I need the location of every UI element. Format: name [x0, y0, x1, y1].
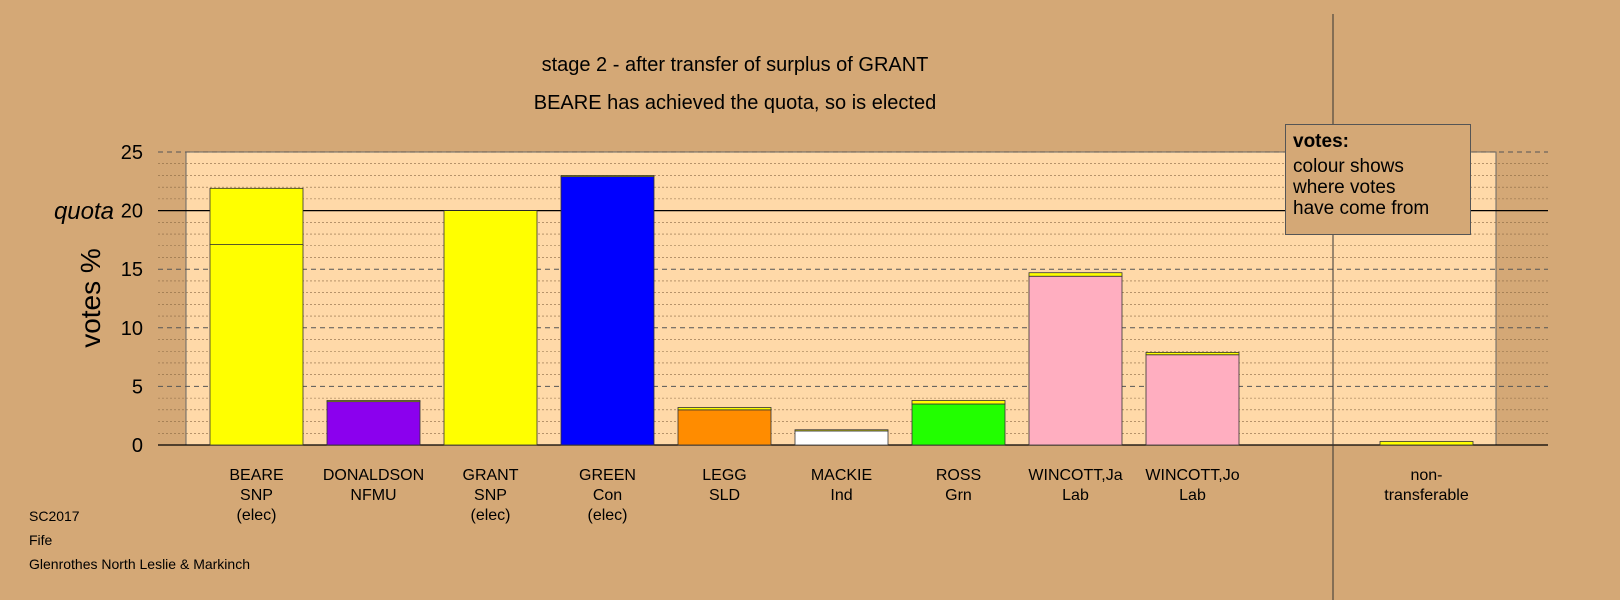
bar-segment — [560, 175, 655, 178]
bar-segment — [911, 403, 1006, 446]
bar-segment — [209, 187, 304, 245]
bar-segment — [1145, 352, 1240, 356]
chart-title: stage 2 - after transfer of surplus of G… — [542, 54, 929, 76]
legend-box: votes: colour shows where votes have com… — [1285, 124, 1471, 235]
bar-segment — [1028, 272, 1123, 277]
bar-segment — [1379, 441, 1474, 446]
x-tick-label: (elec) — [236, 507, 276, 524]
x-tick-label: SLD — [709, 487, 740, 504]
x-tick-label: LEGG — [702, 467, 746, 484]
legend-title: votes: — [1293, 131, 1349, 152]
x-tick-label: transferable — [1384, 487, 1469, 504]
y-tick-label: 20 — [121, 201, 143, 223]
chart-subtitle: BEARE has achieved the quota, so is elec… — [534, 92, 936, 114]
ward-name: Glenrothes North Leslie & Markinch — [29, 556, 250, 572]
x-tick-label: NFMU — [350, 487, 396, 504]
x-tick-label: DONALDSON — [323, 467, 424, 484]
bar-segment — [560, 176, 655, 446]
plot-area — [185, 151, 1497, 446]
x-tick-label: Lab — [1179, 487, 1206, 504]
y-ticks: 0 5 10 15 20 25 — [121, 142, 143, 457]
y-tick-label: 5 — [132, 376, 143, 398]
legend-line: where votes — [1293, 177, 1396, 198]
x-tick-label: BEARE — [229, 467, 283, 484]
x-tick-label: GREEN — [579, 467, 636, 484]
x-tick-label: GRANT — [463, 467, 519, 484]
bar-segment — [1145, 354, 1240, 446]
x-tick-label: WINCOTT,Jo — [1145, 467, 1239, 484]
x-tick-label: Ind — [830, 487, 852, 504]
bar-segment — [677, 409, 772, 446]
council-name: Fife — [29, 532, 53, 548]
x-labels: BEARE SNP (elec) DONALDSON NFMU GRANT SNP (elec… — [229, 467, 1468, 524]
x-tick-label: ROSS — [936, 467, 981, 484]
quota-label: quota — [54, 198, 114, 225]
x-tick-label: Lab — [1062, 487, 1089, 504]
x-tick-label: (elec) — [470, 507, 510, 524]
x-tick-label: (elec) — [587, 507, 627, 524]
y-tick-label: 10 — [121, 318, 143, 340]
bar-segment — [677, 407, 772, 411]
bar-segment — [1028, 275, 1123, 446]
x-tick-label: non- — [1410, 467, 1442, 484]
bar-segment — [443, 210, 538, 446]
x-tick-label: SNP — [240, 487, 273, 504]
x-tick-label: SNP — [474, 487, 507, 504]
bar-segment — [794, 429, 889, 432]
y-tick-label: 15 — [121, 259, 143, 281]
y-tick-label: 25 — [121, 142, 143, 164]
x-tick-label: MACKIE — [811, 467, 872, 484]
y-tick-label: 0 — [132, 435, 143, 457]
y-axis-label: votes % — [75, 248, 106, 348]
x-tick-label: Con — [593, 487, 622, 504]
bar-segment — [911, 400, 1006, 405]
bar-segment — [209, 244, 304, 446]
bar-segment — [794, 430, 889, 446]
bar-segment — [326, 401, 421, 446]
election-info: SC2017 Fife Glenrothes North Leslie & Ma… — [29, 504, 250, 576]
bars-group — [209, 175, 1474, 446]
bar-segment — [326, 400, 421, 403]
legend-line: have come from — [1293, 198, 1430, 219]
x-tick-label: WINCOTT,Ja — [1028, 467, 1122, 484]
election-name: SC2017 — [29, 508, 80, 524]
x-tick-label: Grn — [945, 487, 972, 504]
legend-line: colour shows — [1293, 156, 1404, 177]
